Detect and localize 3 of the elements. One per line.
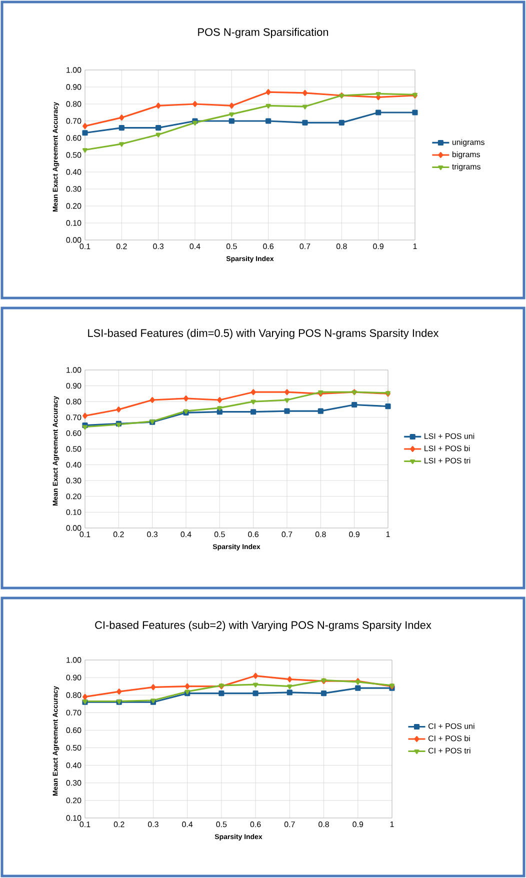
chart-title: CI-based Features (sub=2) with Varying POS N-grams Sparsity Index — [95, 620, 432, 632]
chart-title: POS N-gram Sparsification — [198, 28, 328, 38]
chart-title: LSI-based Features (dim=0.5) with Varying POS N-grams Sparsity Index — [88, 328, 439, 340]
